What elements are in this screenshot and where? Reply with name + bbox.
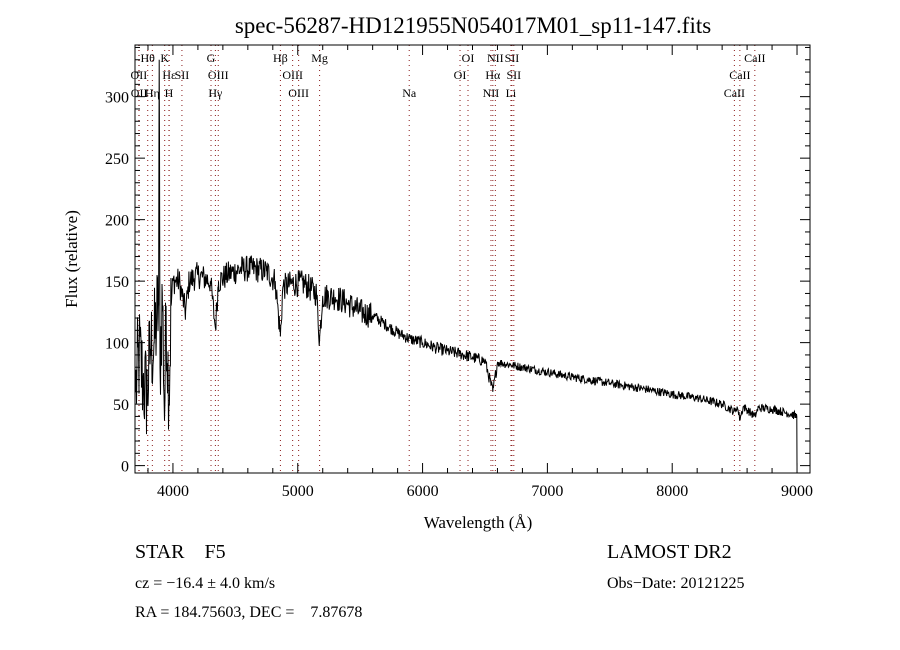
y-tick-label: 300	[105, 90, 129, 107]
marker-label: CaII	[744, 51, 765, 65]
marker-label: OIII	[288, 86, 309, 100]
marker-label: Mg	[311, 51, 328, 65]
survey-name: LAMOST DR2	[607, 541, 732, 563]
x-tick-label: 5000	[282, 483, 314, 500]
marker-label: Hθ	[141, 51, 156, 65]
marker-label: NII	[483, 86, 500, 100]
marker-label: CaII	[724, 86, 745, 100]
marker-label: Hβ	[273, 51, 288, 65]
y-tick-label: 250	[105, 151, 129, 168]
y-tick-label: 100	[105, 336, 129, 353]
marker-label: K	[160, 51, 169, 65]
marker-label: OI	[454, 68, 467, 82]
axes: 4000 5000 6000 7000 8000 9000 0 50 100 150 200 250 3…	[105, 44, 813, 500]
x-tick-label: 7000	[531, 483, 563, 500]
chart-title: spec-56287-HD121955N054017M01_sp11-147.f…	[235, 13, 711, 38]
marker-label: SII	[506, 68, 521, 82]
marker-label: NII	[487, 51, 504, 65]
y-axis-label: Flux (relative)	[62, 210, 81, 308]
marker-label: H	[165, 86, 174, 100]
marker-label: OIII	[282, 68, 303, 82]
marker-label: Li	[506, 86, 517, 100]
spectrum-line	[135, 59, 798, 466]
x-tick-label: 6000	[407, 483, 439, 500]
y-tick-label: 200	[105, 213, 129, 230]
marker-label: Na	[402, 86, 417, 100]
x-tick-label: 9000	[781, 483, 813, 500]
marker-label: CaII	[729, 68, 750, 82]
marker-label: Hη	[145, 86, 160, 100]
marker-label: Hα	[485, 68, 501, 82]
x-tick-label: 4000	[157, 483, 189, 500]
marker-label: Hγ	[208, 86, 223, 100]
object-class: STAR F5	[135, 541, 226, 563]
plot-frame	[134, 44, 811, 474]
y-tick-label: 0	[121, 459, 129, 476]
marker-label: OIII	[208, 68, 229, 82]
marker-label: OI	[462, 51, 475, 65]
marker-label: SII	[505, 51, 520, 65]
x-axis-label: Wavelength (Å)	[424, 513, 533, 532]
x-tick-label: 8000	[656, 483, 688, 500]
coordinates: RA = 184.75603, DEC = 7.87678	[135, 604, 363, 621]
marker-label: G	[207, 51, 216, 65]
y-tick-label: 50	[113, 397, 129, 414]
redshift-text: cz = −16.4 ± 4.0 km/s	[135, 575, 276, 592]
marker-label: SII	[175, 68, 190, 82]
obs-date: Obs−Date: 20121225	[607, 575, 745, 592]
y-tick-label: 150	[105, 274, 129, 291]
